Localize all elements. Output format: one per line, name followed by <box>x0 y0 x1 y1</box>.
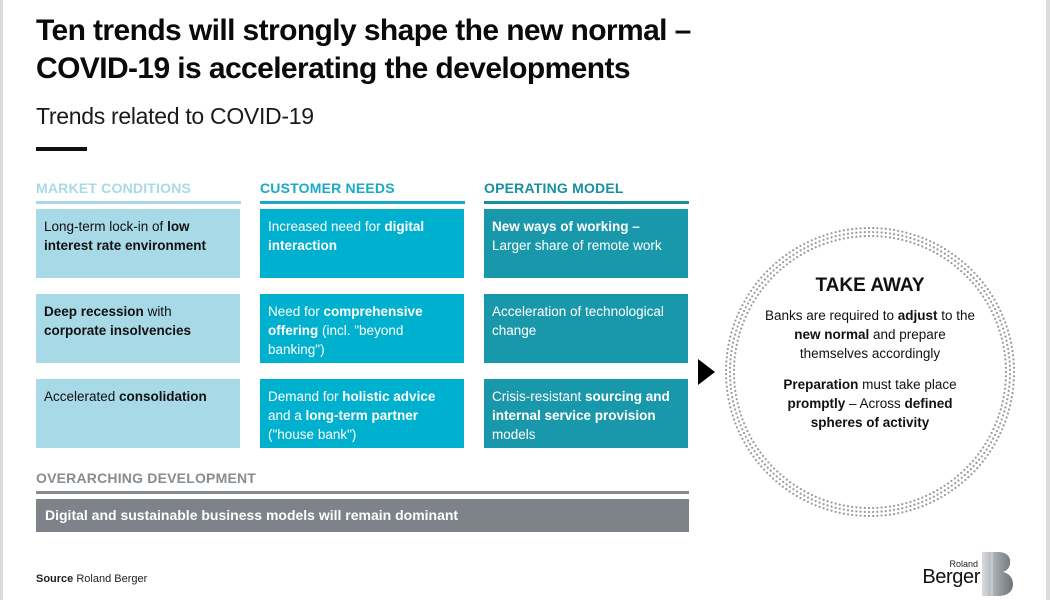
column-header-customer-needs: CUSTOMER NEEDS <box>260 180 465 204</box>
takeaway-paragraph-2: Preparation must take place promptly – A… <box>783 377 957 430</box>
takeaway-box: TAKE AWAY Banks are required to adjust t… <box>760 274 980 432</box>
trend-card: Increased need for digital interaction <box>260 209 464 278</box>
column-header-operating-model: OPERATING MODEL <box>484 180 689 204</box>
title-line-2: COVID-19 is accelerating the development… <box>36 52 631 85</box>
trend-card: Deep recession with corporate insolvenci… <box>36 294 240 363</box>
takeaway-paragraph-1: Banks are required to adjust to the new … <box>764 308 976 361</box>
arrow-right-icon <box>698 359 715 385</box>
source-note: Source Roland Berger <box>36 573 147 585</box>
trend-card: Accelerated consolidation <box>36 379 240 448</box>
overarching-header: OVERARCHING DEVELOPMENT <box>36 470 689 494</box>
title-line-1: Ten trends will strongly shape the new n… <box>36 14 691 47</box>
source-value: Roland Berger <box>73 573 148 585</box>
trend-card: Crisis-resistant sourcing and internal s… <box>484 379 688 448</box>
roland-berger-logo: Roland Berger <box>916 551 1016 597</box>
title-rule <box>36 147 87 151</box>
dotted-ring-icon <box>724 226 1016 518</box>
frame-border-left <box>0 0 3 600</box>
trend-card: Long-term lock-in of low interest rate e… <box>36 209 240 278</box>
trend-card: New ways of working – Larger share of re… <box>484 209 688 278</box>
frame-border-right <box>1046 0 1050 600</box>
trend-card: Acceleration of technological change <box>484 294 688 363</box>
slide-title: Ten trends will strongly shape the new n… <box>36 12 836 88</box>
source-label: Source <box>36 573 74 585</box>
trend-card: Demand for holistic advice and a long-te… <box>260 379 464 448</box>
column-header-market-conditions: MARKET CONDITIONS <box>36 180 241 204</box>
trend-card: Need for comprehensive offering (incl. "… <box>260 294 464 363</box>
slide-subtitle: Trends related to COVID-19 <box>36 103 314 129</box>
overarching-bar: Digital and sustainable business models … <box>36 499 689 532</box>
roland-berger-b-logo-icon <box>982 552 1013 596</box>
takeaway-title: TAKE AWAY <box>815 275 925 296</box>
logo-text-berger: Berger <box>922 566 980 588</box>
logo-text-roland: Roland <box>949 559 978 569</box>
